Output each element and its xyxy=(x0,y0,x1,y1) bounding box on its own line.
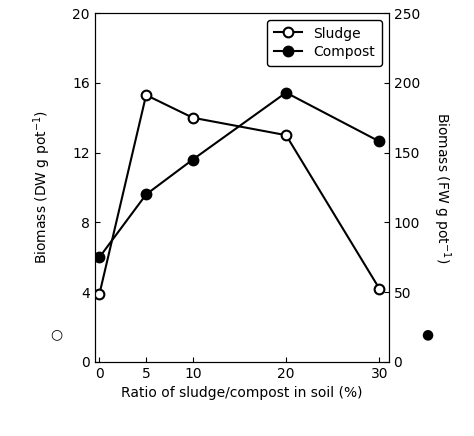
Y-axis label: Biomass (DW g pot$^{-1}$): Biomass (DW g pot$^{-1}$) xyxy=(0,435,1,436)
Compost xyxy=(97,255,102,260)
Text: Biomass (FW g pot$^{-1}$): Biomass (FW g pot$^{-1}$) xyxy=(431,112,452,263)
Compost xyxy=(190,157,196,162)
Text: ●: ● xyxy=(421,327,433,341)
Line: Sludge: Sludge xyxy=(95,90,384,299)
Text: ○: ○ xyxy=(51,327,63,341)
X-axis label: Ratio of sludge/compost in soil (%): Ratio of sludge/compost in soil (%) xyxy=(121,386,363,400)
Sludge xyxy=(283,133,289,138)
Text: Biomass (DW g pot$^{-1}$): Biomass (DW g pot$^{-1}$) xyxy=(31,110,53,265)
Line: Compost: Compost xyxy=(95,88,384,262)
Compost xyxy=(376,139,382,144)
Legend: Sludge, Compost: Sludge, Compost xyxy=(267,20,382,66)
Compost xyxy=(143,192,149,197)
Sludge xyxy=(143,92,149,98)
Sludge xyxy=(190,115,196,120)
Sludge xyxy=(376,286,382,291)
Sludge xyxy=(97,291,102,296)
Compost xyxy=(283,90,289,95)
